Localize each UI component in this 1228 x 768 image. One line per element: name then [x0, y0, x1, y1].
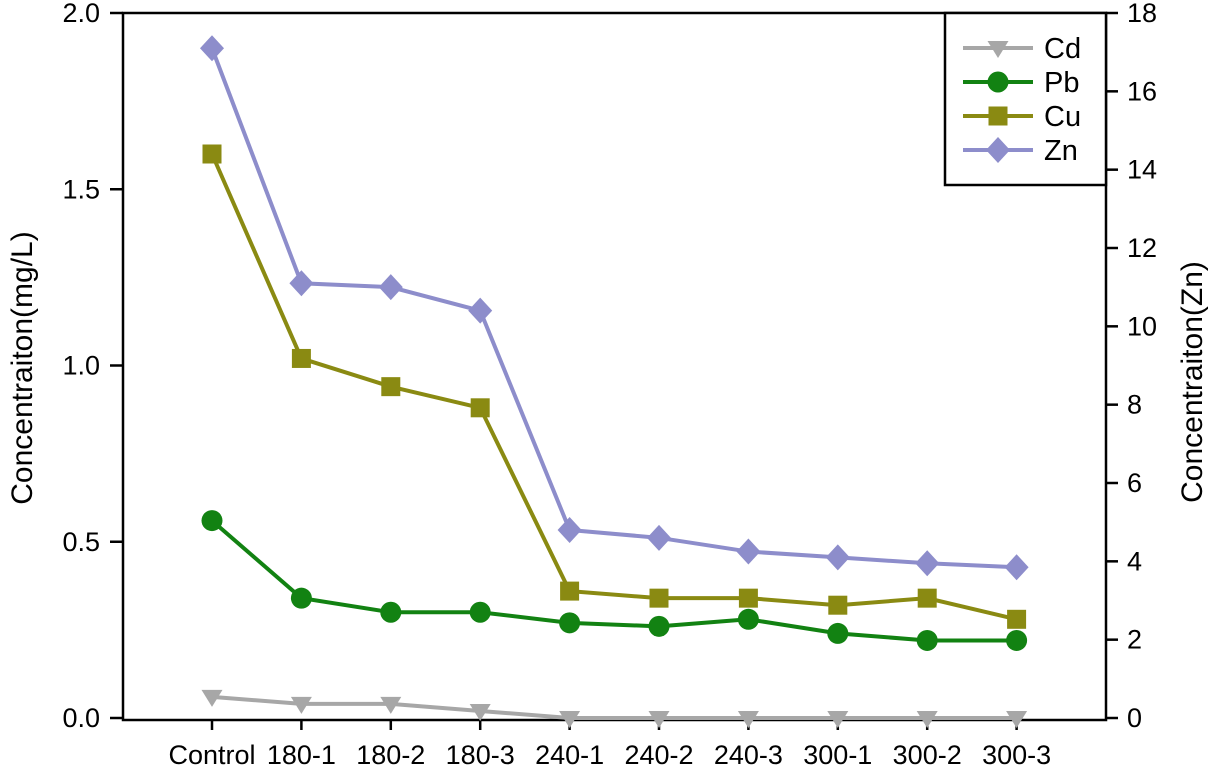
x-category-label: 180-1 — [267, 740, 336, 768]
right-tick-label: 10 — [1127, 311, 1157, 341]
cu-marker — [828, 595, 848, 615]
series-zn — [200, 35, 1029, 581]
cu-marker — [381, 377, 401, 397]
left-tick-label: 1.5 — [62, 174, 100, 204]
cu-marker — [470, 398, 490, 418]
legend-circle-icon — [987, 71, 1009, 93]
left-tick-label: 0.5 — [62, 527, 100, 557]
cd-line — [211, 694, 1017, 720]
zn-marker — [1004, 554, 1029, 581]
pb-marker — [201, 510, 223, 532]
cd-marker — [916, 711, 938, 728]
legend-label: Cd — [1044, 33, 1081, 65]
legend-label: Zn — [1044, 135, 1078, 167]
pb-marker — [380, 601, 402, 623]
left-tick-label: 0.0 — [62, 703, 100, 733]
right-axis-title: Concentraiton(Zn) — [1176, 261, 1209, 503]
cd-marker — [827, 711, 849, 728]
pb-line — [210, 519, 1017, 643]
zn-marker — [825, 544, 850, 571]
pb-marker — [648, 615, 670, 637]
legend-entry-pb: Pb — [963, 67, 1079, 99]
left-tick-label: 2.0 — [62, 0, 100, 28]
x-category-label: 180-3 — [446, 740, 515, 768]
legend-diamond-icon — [986, 137, 1010, 163]
cd-marker — [201, 689, 223, 707]
cu-marker — [560, 581, 580, 601]
cd-marker — [559, 711, 581, 728]
zn-marker — [289, 270, 314, 297]
cu-marker — [738, 588, 758, 608]
cd-marker — [469, 703, 491, 721]
cu-marker — [917, 588, 937, 608]
series-cd — [201, 689, 1028, 728]
zn-marker — [915, 550, 940, 577]
zn-marker — [378, 274, 403, 301]
axes-layer: 2.0 1.5 1.0 0.5 0.0 18 16 14 12 10 8 6 4 2 0 Control 180… — [62, 0, 1157, 768]
pb-marker — [559, 612, 581, 634]
left-tick-label: 1.0 — [62, 351, 100, 381]
x-category-label: Control — [168, 740, 255, 768]
zn-marker — [736, 538, 761, 565]
zn-marker — [557, 517, 582, 543]
cd-marker — [1006, 711, 1028, 728]
cu-marker — [649, 588, 669, 608]
right-tick-label: 6 — [1127, 468, 1142, 498]
x-category-label: 240-1 — [535, 740, 604, 768]
pb-marker — [737, 608, 759, 630]
x-category-label: 300-3 — [982, 740, 1051, 768]
right-tick-label: 12 — [1127, 233, 1157, 263]
pb-marker — [1006, 629, 1028, 651]
pb-marker — [916, 629, 938, 651]
right-tick-label: 2 — [1127, 625, 1142, 655]
zn-line — [210, 47, 1017, 570]
zn-marker — [200, 35, 224, 62]
cu-marker — [202, 144, 222, 164]
legend-entry-cu: Cu — [963, 101, 1081, 133]
cd-marker — [380, 696, 402, 714]
x-category-label: 180-2 — [356, 740, 425, 768]
series-pb — [201, 510, 1028, 651]
x-category-label: 240-2 — [624, 740, 693, 768]
legend-label: Cu — [1044, 101, 1081, 133]
right-tick-label: 14 — [1127, 155, 1157, 185]
cu-marker — [1007, 609, 1027, 629]
pb-marker — [290, 587, 312, 609]
right-tick-label: 16 — [1127, 76, 1157, 106]
zn-marker — [647, 524, 671, 551]
x-category-label: 300-2 — [893, 740, 962, 768]
legend-entry-cd: Cd — [963, 33, 1081, 65]
x-category-label: 300-1 — [803, 740, 872, 768]
legend-triangle-down-icon — [987, 41, 1009, 58]
cd-marker — [737, 711, 759, 728]
series-cu — [202, 144, 1027, 629]
legend-square-icon — [988, 106, 1008, 126]
legend-box — [943, 11, 1108, 187]
legend-entry-zn: Zn — [963, 135, 1078, 167]
pb-marker — [469, 601, 491, 623]
cd-marker — [290, 696, 312, 714]
pb-marker — [827, 622, 849, 644]
right-tick-label: 18 — [1127, 0, 1157, 28]
right-tick-label: 4 — [1127, 546, 1142, 576]
cu-line — [210, 153, 1018, 622]
left-axis-title: Concentraiton(mg/L) — [6, 231, 39, 504]
zn-marker — [468, 297, 493, 324]
cu-marker — [291, 348, 311, 368]
series-layer — [200, 35, 1029, 728]
cd-marker — [648, 711, 670, 728]
x-category-label: 240-3 — [714, 740, 783, 768]
legend-label: Pb — [1044, 67, 1079, 99]
right-tick-label: 0 — [1127, 703, 1142, 733]
right-tick-label: 8 — [1127, 390, 1142, 420]
